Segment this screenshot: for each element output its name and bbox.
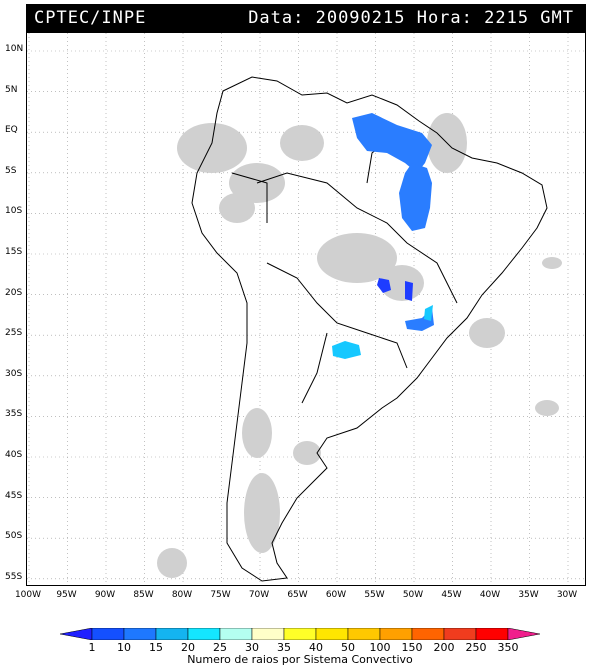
colorbar-level-label: 50 <box>341 641 355 654</box>
latitude-label: 45S <box>5 490 23 501</box>
latitude-label: 10N <box>5 44 24 54</box>
longitude-label: 85W <box>133 590 154 600</box>
map-canvas <box>27 33 585 585</box>
colorbar-segment <box>475 628 509 640</box>
south-america-outline <box>191 76 548 582</box>
longitude-label: 65W <box>287 590 308 600</box>
colorbar-segment <box>443 628 477 640</box>
source-label: CPTEC/INPE <box>34 8 147 28</box>
longitude-label: 60W <box>325 590 347 600</box>
colorbar-segment <box>315 628 349 640</box>
longitude-label: 50W <box>402 590 424 600</box>
convective-system-argentina <box>332 341 361 359</box>
graticule <box>27 33 585 585</box>
colorbar-level-label: 350 <box>497 641 519 654</box>
convective-systems <box>332 113 434 359</box>
longitude-label: 55W <box>364 590 385 600</box>
longitude-label: 30W <box>556 590 578 600</box>
colorbar-level-label: 35 <box>277 641 291 654</box>
colorbar-level-label: 10 <box>117 641 131 654</box>
colorbar-segment <box>347 628 381 640</box>
colorbar-segment <box>219 628 253 640</box>
longitude-label: 80W <box>171 590 193 600</box>
colorbar-segment <box>379 628 413 640</box>
latitude-label: 20S <box>5 287 23 298</box>
colorbar-segment <box>91 628 125 640</box>
colorbar-level-label: 40 <box>309 641 323 654</box>
colorbar-level-label: 30 <box>245 641 259 654</box>
colorbar-level-label: 25 <box>213 641 227 654</box>
colorbar-segment <box>507 628 540 640</box>
longitude-label: 75W <box>210 590 231 600</box>
colorbar-level-label: 250 <box>465 641 487 654</box>
cloud-cover <box>157 113 562 578</box>
colorbar-segment <box>187 628 221 640</box>
convective-system-goias <box>405 281 413 301</box>
map-frame <box>26 32 586 586</box>
latitude-label: 40S <box>5 450 23 460</box>
longitude-label: 100W <box>14 590 42 600</box>
longitude-label: 40W <box>479 590 501 600</box>
colorbar-level-label: 100 <box>369 641 391 654</box>
latitude-label: 25S <box>5 328 23 339</box>
colorbar-level-label: 200 <box>433 641 455 654</box>
latitude-label: 5N <box>5 84 18 95</box>
colorbar-segment <box>60 628 93 640</box>
colorbar-segment <box>411 628 445 640</box>
longitude-label: 90W <box>94 590 116 600</box>
longitude-label: 35W <box>518 590 539 600</box>
convective-system-minas <box>377 278 391 293</box>
colorbar-segment <box>283 628 317 640</box>
latitude-label: 30S <box>5 368 23 379</box>
latitude-label: EQ <box>5 125 18 136</box>
convective-system-tocantins <box>399 163 432 231</box>
colorbar <box>60 628 540 640</box>
colorbar-segment <box>123 628 157 640</box>
longitude-label: 70W <box>248 590 270 600</box>
latitude-label: 35S <box>5 409 23 420</box>
colorbar-level-label: 150 <box>401 641 423 654</box>
colorbar-level-label: 1 <box>88 641 96 654</box>
convective-system-amazon-delta <box>352 113 432 173</box>
latitude-label: 10S <box>5 206 23 217</box>
latitude-label: 55S <box>5 571 23 582</box>
colorbar-caption: Numero de raios por Sistema Convectivo <box>187 653 413 666</box>
colorbar-level-label: 20 <box>181 641 195 654</box>
colorbar-segment <box>251 628 285 640</box>
convective-system-parana-coast <box>424 305 433 321</box>
longitude-label: 95W <box>56 590 77 600</box>
colorbar-level-label: 15 <box>149 641 163 654</box>
latitude-label: 5S <box>5 165 17 176</box>
colorbar-segment <box>155 628 189 640</box>
datetime-label: Data: 20090215 Hora: 2215 GMT <box>248 8 574 28</box>
latitude-label: 15S <box>5 247 23 257</box>
longitude-label: 45W <box>441 590 462 600</box>
latitude-label: 50S <box>5 531 23 542</box>
map-header: CPTEC/INPE Data: 20090215 Hora: 2215 GMT <box>26 4 586 32</box>
